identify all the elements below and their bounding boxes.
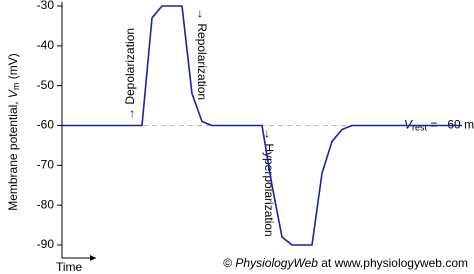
y-tick-label: -80 [37, 197, 55, 211]
y-label-text: Membrane potential, [6, 98, 20, 211]
x-label: Time [56, 260, 83, 274]
credit: © PhysiologyWeb at www.physiologyweb.com [223, 256, 468, 270]
annotation: → Repolarization [195, 8, 209, 100]
ref-var: V [404, 118, 413, 132]
y-label-unit: (mV) [6, 53, 20, 82]
ref-sub: rest [412, 123, 428, 133]
y-tick-label: -60 [37, 118, 55, 132]
y-tick-label: -70 [37, 158, 55, 172]
y-label: Membrane potential, Vm (mV) [6, 53, 21, 211]
y-tick-label: -40 [37, 38, 55, 52]
y-tick-label: -90 [37, 237, 55, 251]
annotation: → Depolarization [123, 28, 137, 120]
credit-prefix: © [223, 256, 235, 270]
ref-label: = –60 mV [427, 118, 474, 132]
reference-label: Vrest = –60 mV [404, 118, 474, 133]
annotation: → Hyperpolarization [262, 128, 276, 237]
arrow-head [90, 255, 96, 261]
y-label-var: V [6, 89, 20, 98]
line [62, 5, 462, 246]
y-label-sub: m [11, 83, 21, 91]
credit-suffix: at www.physiologyweb.com [318, 256, 468, 270]
y-tick-label: -30 [37, 0, 55, 12]
y-tick-label: -50 [37, 78, 55, 92]
credit-brand: PhysiologyWeb [235, 256, 318, 270]
